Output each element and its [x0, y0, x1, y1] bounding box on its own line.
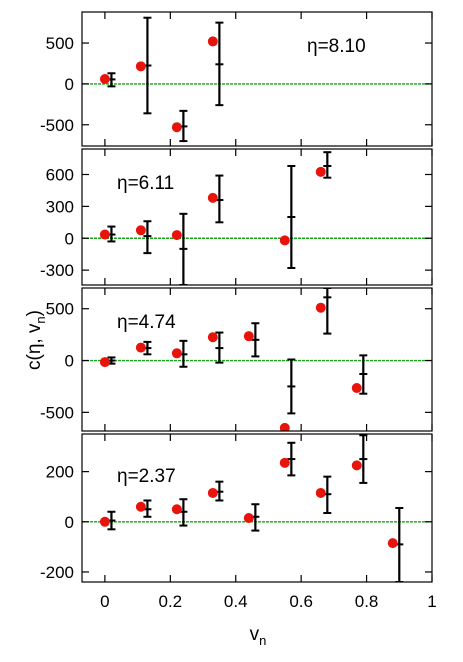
- data-point: [135, 501, 146, 512]
- x-axis-title-base: v: [250, 624, 260, 645]
- data-point: [279, 235, 290, 246]
- y-axis-title-base: c(η, v: [24, 323, 45, 370]
- data-point: [279, 422, 290, 431]
- panel-data: [99, 288, 368, 431]
- data-point: [171, 504, 182, 515]
- data-point: [171, 122, 182, 133]
- x-tick-label: 0.4: [224, 592, 248, 611]
- data-point: [207, 192, 218, 203]
- panel-frame: [81, 287, 433, 432]
- data-point: [207, 36, 218, 47]
- data-point: [351, 460, 362, 471]
- x-tick-label: 0.2: [158, 592, 182, 611]
- data-point: [135, 61, 146, 72]
- y-tick-label: -200: [40, 563, 74, 582]
- x-tick-label: 1: [427, 592, 436, 611]
- y-axis-title-close: ): [24, 310, 45, 316]
- data-point: [207, 332, 218, 343]
- x-tick-label: 0: [100, 592, 109, 611]
- x-tick-label: 0.6: [289, 592, 313, 611]
- y-tick-label: 500: [46, 300, 74, 319]
- data-point: [171, 348, 182, 359]
- data-point: [135, 342, 146, 353]
- data-point: [99, 229, 110, 240]
- y-tick-label: 0: [65, 352, 74, 371]
- panel-data: [99, 16, 224, 143]
- x-axis-tick-labels: 0 0.2 0.4 0.6 0.8 1: [100, 592, 437, 611]
- data-point: [315, 487, 326, 498]
- data-point: [279, 457, 290, 468]
- y-tick-label: 200: [46, 463, 74, 482]
- y-tick-label: -500: [40, 116, 74, 135]
- panel-data: [99, 434, 404, 582]
- y-tick-label: 500: [46, 34, 74, 53]
- panels: -500 0 500 η=8.10 -300 0 300 600 η=6.11 -500 0 500 η…: [40, 11, 433, 583]
- data-point: [351, 382, 362, 393]
- panel-frame: [81, 433, 433, 583]
- panel-2: -300 0 300 600 η=6.11: [40, 148, 433, 286]
- y-tick-label: -500: [40, 403, 74, 422]
- y-tick-label: 600: [46, 166, 74, 185]
- x-axis-title: vn: [250, 624, 267, 648]
- y-axis-title: c(η, vn): [24, 310, 48, 370]
- y-tick-label: -300: [40, 261, 74, 280]
- data-point: [99, 516, 110, 527]
- panel-frame: [81, 11, 433, 147]
- y-tick-label: 300: [46, 197, 74, 216]
- panel-label: η=2.37: [117, 466, 176, 487]
- data-point: [243, 513, 254, 524]
- y-tick-label: 0: [65, 75, 74, 94]
- panel-3: -500 0 500 η=4.74: [40, 287, 433, 432]
- panel-data: [99, 151, 332, 285]
- data-point: [387, 538, 398, 549]
- data-point: [207, 487, 218, 498]
- y-tick-label: 0: [65, 229, 74, 248]
- data-point: [243, 331, 254, 342]
- panel-label: η=8.10: [307, 36, 366, 57]
- data-point: [315, 302, 326, 313]
- x-tick-label: 0.8: [355, 592, 379, 611]
- y-axis-title-sub: n: [33, 316, 48, 323]
- panel-4: -200 0 200 η=2.37: [40, 433, 433, 583]
- panel-label: η=6.11: [117, 173, 174, 194]
- panel-frame: [81, 148, 433, 286]
- panel-1: -500 0 500 η=8.10: [40, 11, 433, 147]
- data-point: [135, 225, 146, 236]
- data-point: [171, 230, 182, 241]
- data-point: [99, 357, 110, 368]
- data-point: [315, 166, 326, 177]
- data-point: [99, 74, 110, 84]
- y-tick-label: 0: [65, 513, 74, 532]
- panel-label: η=4.74: [117, 312, 176, 333]
- x-axis-title-sub: n: [259, 633, 266, 648]
